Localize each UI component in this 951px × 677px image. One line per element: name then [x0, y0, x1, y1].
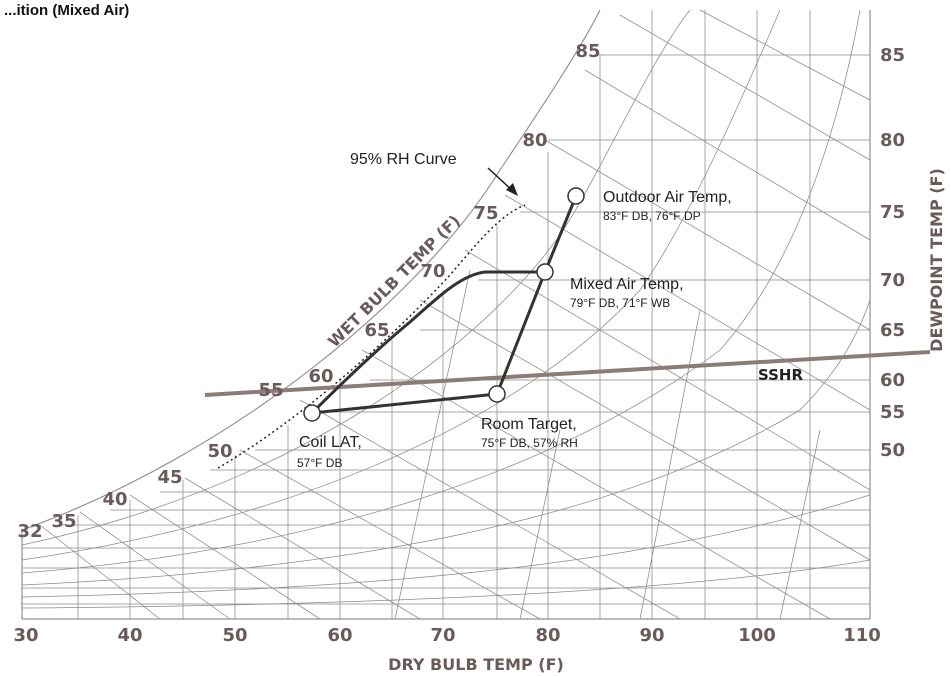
outdoor-title: Outdoor Air Temp,	[603, 189, 732, 206]
x-tick-label: 40	[117, 625, 142, 646]
volume-line	[639, 309, 701, 620]
rh-95-curve	[217, 204, 526, 469]
wetbulb-tick-label: 85	[575, 41, 600, 62]
wet-bulb-line	[239, 449, 541, 620]
rh-curve	[21, 9, 691, 546]
wetbulb-tick-label: 32	[17, 521, 42, 542]
room-detail: 75°F DB, 57% RH	[481, 436, 578, 450]
coil-callout: Coil LAT, 57°F DB	[297, 434, 362, 470]
rh-curve	[21, 494, 871, 598]
volume-lines	[394, 269, 821, 620]
room-target-point	[488, 385, 506, 403]
dewpoint-tick-label: 60	[880, 370, 905, 391]
wet-bulb-lines	[39, 9, 871, 620]
wetbulb-tick-label: 70	[420, 261, 445, 282]
wetbulb-tick-label: 50	[207, 441, 232, 462]
outdoor-detail: 83°F DB, 76°F DP	[603, 209, 701, 223]
saturation-curve	[21, 9, 601, 531]
wet-bulb-line	[361, 349, 831, 620]
wet-bulb-line	[464, 249, 871, 491]
rh-curves	[21, 9, 871, 609]
page-title: ...ition (Mixed Air)	[4, 2, 129, 19]
dewpoint-axis-label: DEWPOINT TEMP (F)	[927, 168, 946, 352]
x-tick-labels: 30 40 50 60 70 80 90 100 110	[13, 625, 880, 646]
wet-bulb-line	[184, 477, 421, 620]
wetbulb-tick-label: 55	[258, 380, 283, 401]
wet-bulb-line	[419, 299, 871, 561]
dewpoint-tick-label: 80	[880, 130, 905, 151]
sshr-line	[204, 350, 931, 397]
x-tick-label: 90	[639, 625, 664, 646]
mixed-air-point	[536, 263, 554, 281]
wetbulb-tick-label: 35	[51, 511, 76, 532]
volume-line	[519, 429, 561, 620]
coil-path	[310, 270, 545, 415]
wetbulb-tick-label: 60	[308, 366, 333, 387]
coil-lat-point	[303, 404, 321, 422]
wetbulb-tick-label: 40	[102, 489, 127, 510]
coil-detail: 57°F DB	[297, 456, 342, 470]
dewpoint-tick-label: 55	[880, 402, 905, 423]
wet-bulb-line	[584, 69, 871, 241]
coil-title: Coil LAT,	[299, 434, 362, 451]
rh-curve	[21, 559, 871, 609]
wetbulb-tick-label: 45	[157, 467, 182, 488]
x-tick-label: 50	[222, 625, 247, 646]
rh-curve	[21, 9, 781, 561]
x-tick-label: 30	[13, 625, 38, 646]
sshr-label: SSHR	[758, 366, 803, 384]
chart-frame	[21, 10, 871, 620]
dewpoint-tick-label: 70	[880, 270, 905, 291]
dewpoint-tick-labels: 85 80 75 70 65 60 55 50	[880, 45, 905, 461]
wet-bulb-line	[79, 511, 231, 620]
wetbulb-tick-labels: 32 35 40 45 50 55 60 65 70 75 80 85	[17, 41, 600, 542]
rh-curve-label: 95% RH Curve	[350, 151, 457, 168]
dewpoint-tick-label: 75	[880, 202, 905, 223]
x-tick-label: 110	[843, 625, 881, 646]
room-title: Room Target,	[481, 416, 577, 433]
wet-bulb-line	[504, 194, 871, 411]
x-tick-label: 60	[327, 625, 352, 646]
wetbulb-tick-label: 75	[473, 203, 498, 224]
mixed-callout: Mixed Air Temp, 79°F DB, 71°F WB	[570, 276, 684, 310]
wet-bulb-line	[544, 139, 871, 331]
wetbulb-tick-label: 80	[522, 130, 547, 151]
mixed-title: Mixed Air Temp,	[570, 276, 684, 293]
wetbulb-tick-label: 65	[364, 320, 389, 341]
room-callout: Room Target, 75°F DB, 57% RH	[481, 416, 578, 450]
coil-to-room-line	[311, 392, 498, 415]
rh-curve	[21, 299, 871, 586]
rh-curve	[21, 9, 861, 574]
x-axis-label: DRY BULB TEMP (F)	[388, 655, 564, 674]
dewpoint-tick-label: 65	[880, 320, 905, 341]
dewpoint-tick-label: 85	[880, 45, 905, 66]
wet-bulb-line	[39, 524, 161, 620]
mixed-to-room-line	[495, 271, 547, 395]
x-tick-label: 80	[535, 625, 560, 646]
volume-line	[779, 429, 821, 620]
mixed-detail: 79°F DB, 71°F WB	[570, 296, 670, 310]
outdoor-air-point	[567, 187, 585, 205]
outdoor-to-mixed-line	[543, 195, 578, 273]
x-tick-label: 100	[738, 625, 776, 646]
dewpoint-lines	[22, 54, 870, 605]
dewpoint-tick-label: 50	[880, 440, 905, 461]
outdoor-callout: Outdoor Air Temp, 83°F DB, 76°F DP	[603, 189, 732, 223]
volume-line	[394, 269, 471, 620]
dry-bulb-lines	[77, 10, 811, 619]
x-tick-label: 70	[430, 625, 455, 646]
wet-bulb-line	[699, 9, 871, 101]
process-path	[310, 195, 578, 415]
wet-bulb-line	[299, 399, 681, 620]
arrowhead	[506, 183, 518, 196]
wet-bulb-line	[619, 14, 871, 161]
wet-bulb-line	[129, 494, 321, 620]
